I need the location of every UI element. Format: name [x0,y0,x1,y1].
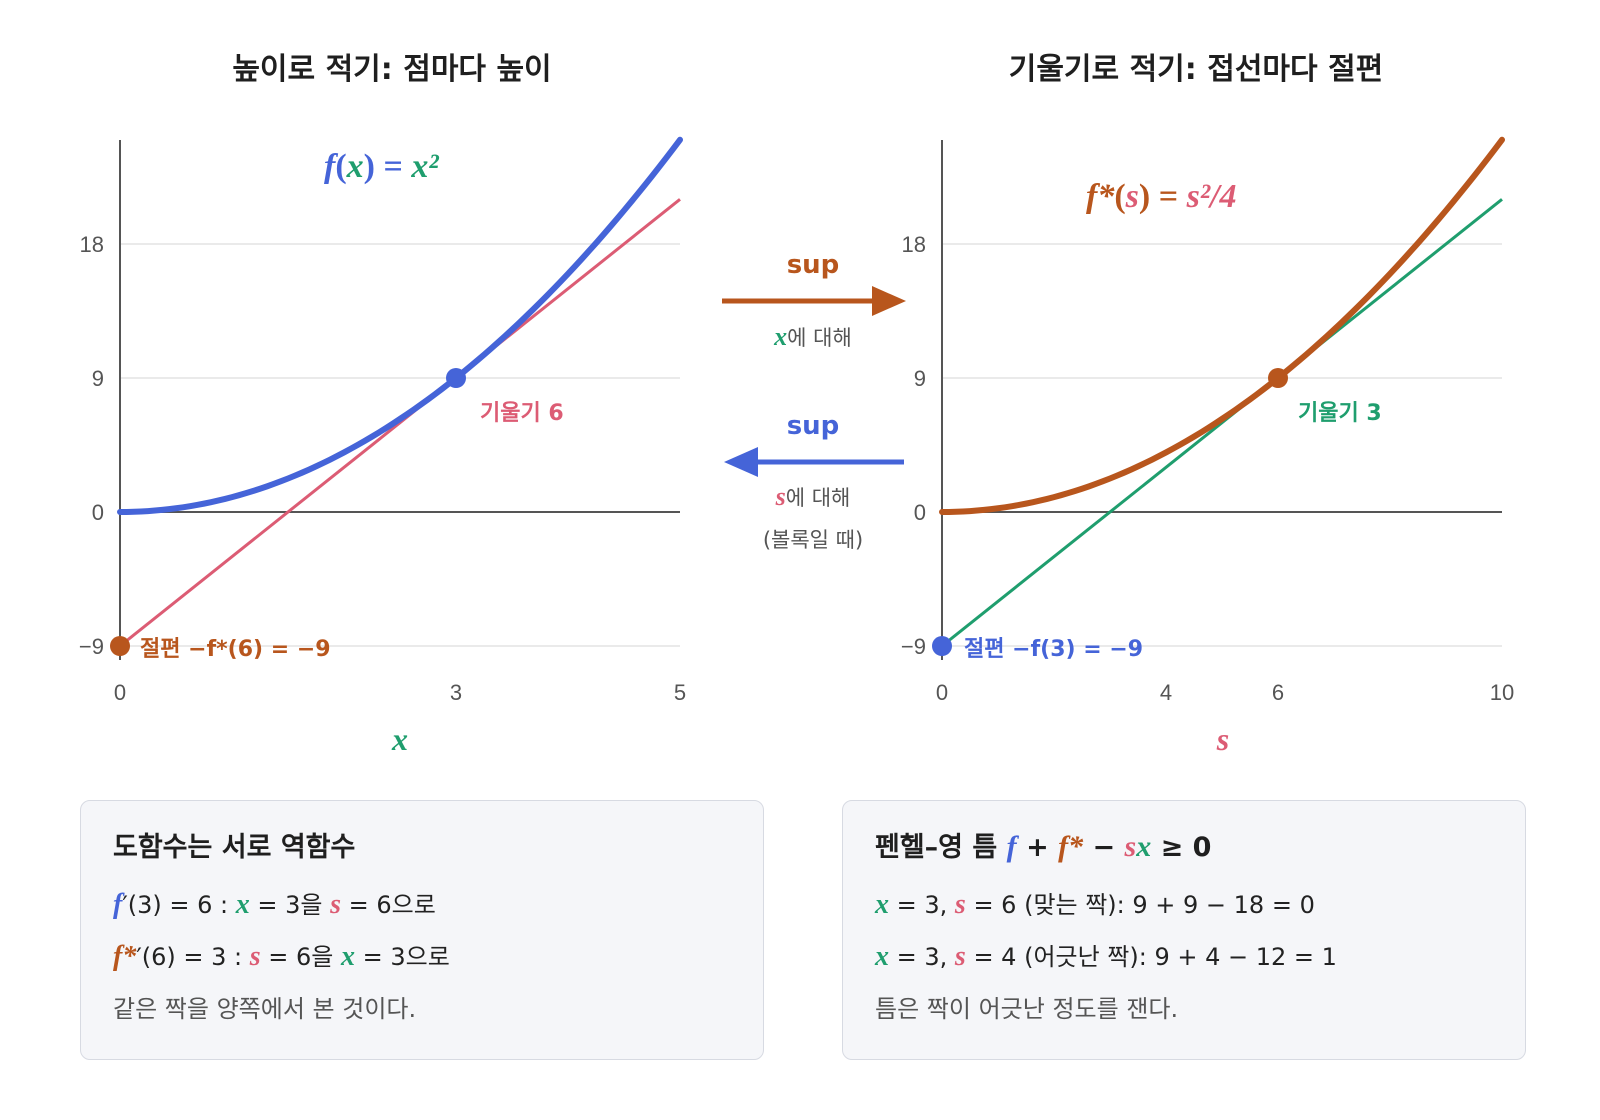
right-intercept-point [932,636,952,656]
derivative-box-note: 같은 짝을 양쪽에서 본 것이다. [113,995,417,1023]
right-ytick-label: 9 [914,366,926,391]
fenchel-line-2: x = 3, s = 4 (어긋난 짝): 9 + 4 − 12 = 1 [875,941,1337,972]
left-curve [117,136,683,515]
derivative-line-2: f*′(6) = 3 : s = 6을 x = 3으로 [113,941,450,972]
derivative-line-1: f′(3) = 6 : x = 3을 s = 6으로 [113,889,436,920]
right-curve-label-f: f* [1086,178,1115,215]
right-ytick-label: 0 [914,500,926,525]
left-x-axis-label: x [391,721,408,757]
left-xtick-label: 0 [114,680,126,705]
left-ytick-label: 0 [92,500,104,525]
derivative-box-title: 도함수는 서로 역함수 [113,832,356,863]
left-intercept-point [110,636,130,656]
arrow-top-label: sup [786,250,840,280]
right-curve [939,136,1505,515]
left-ytick-label: 18 [80,232,104,257]
right-panel-title: 기울기로 적기: 접선마다 절편 [1008,52,1384,87]
arrow-left-head [724,447,758,477]
left-curve-label-f: f [324,148,336,185]
right-ytick-label: −9 [901,634,926,659]
right-curve-label: f*(s) = s²/4 [1086,178,1237,215]
left-tangent-line [119,198,681,648]
arrow-bottom-note: (볼록일 때) [762,528,864,552]
left-tangent-point [446,368,466,388]
right-tangent-line [941,198,1503,648]
right-tangent-point [1268,368,1288,388]
derivative-inverse-box: 도함수는 서로 역함수 f′(3) = 6 : x = 3을 s = 6으로 f… [80,800,764,1060]
fenchel-line-1: x = 3, s = 6 (맞는 짝): 9 + 9 − 18 = 0 [875,889,1315,920]
fenchel-box-note: 틈은 짝이 어긋난 정도를 잰다. [875,995,1179,1023]
right-xtick-label: 6 [1272,680,1284,705]
right-xtick-label: 10 [1490,680,1514,705]
left-curve-label: f(x) = x² [324,148,439,185]
arrow-bottom-sub: s에 대해 [775,482,851,511]
right-tangent-label: 기울기 3 [1298,401,1382,426]
right-x-axis-label: s [1216,721,1229,757]
left-ytick-label: 9 [92,366,104,391]
arrow-right-head [872,286,906,316]
left-ytick-label: −9 [79,634,104,659]
right-xtick-label: 0 [936,680,948,705]
left-panel-title: 높이로 적기: 점마다 높이 [232,52,552,87]
right-xtick-label: 4 [1160,680,1172,705]
fenchel-young-box: 펜헬–영 틈 f + f* − sx ≥ 0 x = 3, s = 6 (맞는 … [842,800,1526,1060]
fenchel-box-title: 펜헬–영 틈 f + f* − sx ≥ 0 [875,830,1212,863]
right-intercept-label: 절편 −f(3) = −9 [964,637,1143,662]
right-ytick-label: 18 [902,232,926,257]
arrow-top-sub: x에 대해 [774,322,852,351]
left-intercept-label: 절편 −f*(6) = −9 [140,637,331,662]
arrow-bottom-label: sup [786,411,840,441]
left-xtick-label: 3 [450,680,462,705]
left-tangent-label: 기울기 6 [480,401,564,426]
left-xtick-label: 5 [674,680,686,705]
